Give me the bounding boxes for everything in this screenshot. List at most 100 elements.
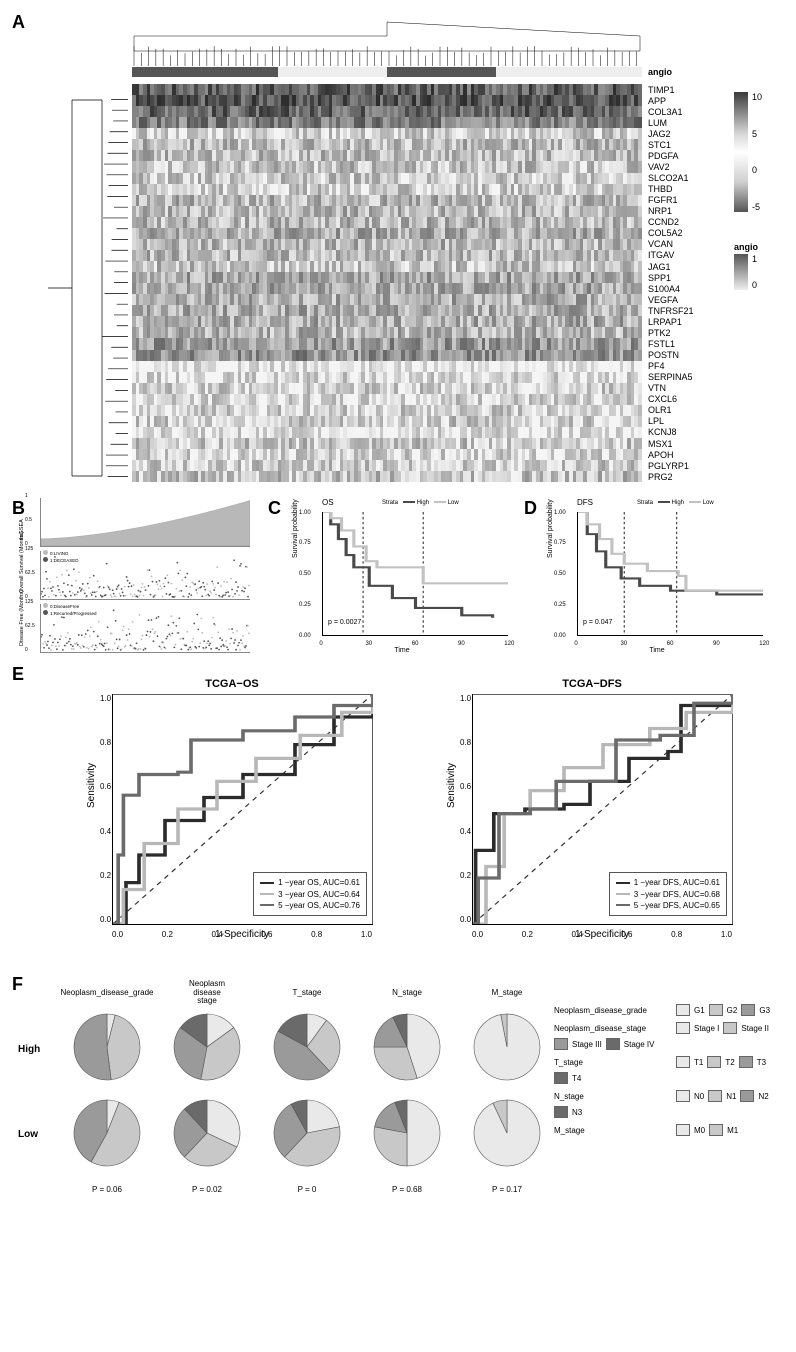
angio-annotation-bar xyxy=(132,67,642,77)
pie-pvalue: P = 0.17 xyxy=(492,1185,522,1194)
angio-annotation-label: angio xyxy=(648,67,672,77)
pie-column-head: M_stage xyxy=(492,989,523,998)
gene-label: POSTN xyxy=(648,350,694,361)
gene-label: OLR1 xyxy=(648,405,694,416)
km-plot-dfs: 0.000.250.500.751.000306090120 xyxy=(577,512,763,636)
roc-os-xticks: 0.00.20.40.60.81.0 xyxy=(112,930,372,939)
gene-label: PTK2 xyxy=(648,327,694,338)
gene-label: APOH xyxy=(648,449,694,460)
panel-e: E TCGA−OS Sensitivity 0.00.20.40.60.81.0… xyxy=(12,664,784,964)
gene-label: PF4 xyxy=(648,361,694,372)
pie-legend-row: N_stageN0N1N2N3 xyxy=(554,1090,774,1118)
pie-column-head: Neoplasmdiseasestage xyxy=(189,980,225,1006)
km-strata-legend: Strata High Low xyxy=(637,500,714,506)
panel-d: DFS Strata High Low Survival probability… xyxy=(547,498,767,656)
angio-legend-ticks: 10 xyxy=(752,254,757,290)
gene-label: CXCL6 xyxy=(648,394,694,405)
gene-label: KCNJ8 xyxy=(648,427,694,438)
roc-os-yticks: 0.00.20.40.60.81.0 xyxy=(100,694,111,924)
pie-column-head: N_stage xyxy=(392,989,422,998)
gene-label: JAG2 xyxy=(648,128,694,139)
pie-pvalue: P = 0.02 xyxy=(192,1185,222,1194)
gene-label: SERPINA5 xyxy=(648,372,694,383)
pie-cell xyxy=(72,1098,142,1170)
gene-label: STC1 xyxy=(648,139,694,150)
km-svg-os xyxy=(323,512,508,635)
panel-label-e: E xyxy=(12,664,24,685)
gene-label: LPL xyxy=(648,416,694,427)
gene-label: COL5A2 xyxy=(648,228,694,239)
gene-label: MSX1 xyxy=(648,438,694,449)
panel-b-subplot: Overall Survival (Months)062.51250:LIVIN… xyxy=(40,551,250,600)
gene-label: S100A4 xyxy=(648,283,694,294)
roc-dfs-plot: 1 −year DFS, AUC=0.613 −year DFS, AUC=0.… xyxy=(472,694,733,925)
dendrogram-left xyxy=(42,94,128,482)
gene-label: SLCO2A1 xyxy=(648,173,694,184)
gene-label: COL3A1 xyxy=(648,106,694,117)
panel-a: A angio TIMP1APPCOL3A1LUMJAG2STC1PDGFAVA… xyxy=(12,12,784,492)
gene-label: VEGFA xyxy=(648,294,694,305)
roc-dfs-xticks: 0.00.20.40.60.81.0 xyxy=(472,930,732,939)
gene-label: APP xyxy=(648,95,694,106)
pie-legend-row: M_stageM0M1 xyxy=(554,1124,774,1136)
dendrogram-top xyxy=(132,16,642,66)
pie-cell xyxy=(372,1098,442,1170)
km-plot-os: 0.000.250.500.751.000306090120 xyxy=(322,512,508,636)
gene-label: TIMP1 xyxy=(648,84,694,95)
pie-column-head: Neoplasm_disease_grade xyxy=(61,989,154,998)
pie-cell xyxy=(472,1012,542,1084)
panel-f: F High Low Neoplasm_disease_gradeNeoplas… xyxy=(12,974,784,1234)
heatmap-color-legend: 1050-5 xyxy=(734,92,784,216)
pie-cell xyxy=(172,1012,242,1084)
panel-label-b: B xyxy=(12,498,25,519)
gene-label: LRPAP1 xyxy=(648,316,694,327)
km-svg-dfs xyxy=(578,512,763,635)
heatmap-gene-labels: TIMP1APPCOL3A1LUMJAG2STC1PDGFAVAV2SLCO2A… xyxy=(648,84,694,482)
panel-label-f: F xyxy=(12,974,23,995)
panel-b: ssGSEA00.51Overall Survival (Months)062.… xyxy=(40,498,250,656)
figure-root: A angio TIMP1APPCOL3A1LUMJAG2STC1PDGFAVA… xyxy=(12,12,784,1234)
row-bcd: B ssGSEA00.51Overall Survival (Months)06… xyxy=(12,498,784,658)
angio-legend: angio 10 xyxy=(734,242,758,292)
gene-label: FSTL1 xyxy=(648,338,694,349)
roc-os-plot: 1 −year OS, AUC=0.613 −year OS, AUC=0.64… xyxy=(112,694,373,925)
pie-legends: Neoplasm_disease_gradeG1G2G3 Neoplasm_dis… xyxy=(554,1004,774,1142)
gene-label: ITGAV xyxy=(648,250,694,261)
pie-pvalue: P = 0 xyxy=(298,1185,317,1194)
gene-label: NRP1 xyxy=(648,206,694,217)
panel-c: OS Strata High Low Survival probability … xyxy=(292,498,512,656)
pie-legend-row: Neoplasm_disease_stageStage IStage IISta… xyxy=(554,1022,774,1050)
pie-cell xyxy=(372,1012,442,1084)
pie-pvalue: P = 0.06 xyxy=(92,1185,122,1194)
gene-label: TNFRSF21 xyxy=(648,305,694,316)
km-strata-legend: Strata High Low xyxy=(382,500,459,506)
row-head-low: Low xyxy=(18,1129,38,1140)
gene-label: VTN xyxy=(648,383,694,394)
panel-label-d: D xyxy=(524,498,537,519)
gene-label: PDGFA xyxy=(648,150,694,161)
roc-os-legend: 1 −year OS, AUC=0.613 −year OS, AUC=0.64… xyxy=(253,872,367,916)
gene-label: VAV2 xyxy=(648,161,694,172)
panel-b-subplot: Disease Free (Months)062.51250:DiseaseFr… xyxy=(40,604,250,653)
roc-dfs: TCGA−DFS Sensitivity 0.00.20.40.60.81.0 … xyxy=(442,678,742,948)
roc-dfs-yticks: 0.00.20.40.60.81.0 xyxy=(460,694,471,924)
gene-label: FGFR1 xyxy=(648,195,694,206)
gene-label: PRG2 xyxy=(648,471,694,482)
roc-dfs-legend: 1 −year DFS, AUC=0.613 −year DFS, AUC=0.… xyxy=(609,872,727,916)
panel-b-subplot: ssGSEA00.51 xyxy=(40,498,250,547)
gene-label: PGLYRP1 xyxy=(648,460,694,471)
pie-cell xyxy=(272,1012,342,1084)
pie-grid: Neoplasm_disease_gradeNeoplasmdiseasesta… xyxy=(62,984,552,1198)
roc-os: TCGA−OS Sensitivity 0.00.20.40.60.81.0 1… xyxy=(82,678,382,948)
pie-cell xyxy=(72,1012,142,1084)
heatmap-grid xyxy=(132,84,642,482)
pie-legend-row: Neoplasm_disease_gradeG1G2G3 xyxy=(554,1004,774,1016)
pie-cell xyxy=(272,1098,342,1170)
gene-label: CCND2 xyxy=(648,217,694,228)
gene-label: LUM xyxy=(648,117,694,128)
panel-label-a: A xyxy=(12,12,25,33)
gene-label: JAG1 xyxy=(648,261,694,272)
pie-legend-row: T_stageT1T2T3T4 xyxy=(554,1056,774,1084)
gene-label: VCAN xyxy=(648,239,694,250)
pie-column-head: T_stage xyxy=(293,989,322,998)
